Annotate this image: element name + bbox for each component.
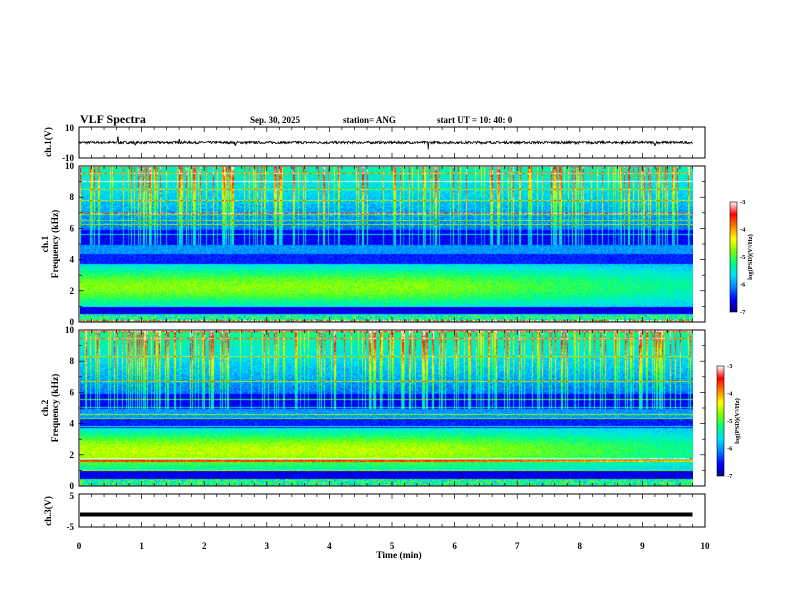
x-axis-tick-labels: 0 1 2 3 4 5 6 7 8 9 10	[77, 541, 710, 551]
x-tick-label-6: 6	[452, 541, 457, 551]
y-tick-label-8: 8	[70, 356, 75, 366]
ch1-waveform-ylabel: ch.1(V)	[43, 127, 54, 157]
ch1-colorbar	[729, 201, 738, 313]
ch2-spectrogram-ticks	[78, 330, 706, 486]
ch3-waveform-panel: 5 -5 ch.3(V)	[43, 491, 706, 532]
figure-title: VLF Spectra	[80, 112, 146, 126]
x-tick-label-9: 9	[640, 541, 645, 551]
ch3-waveform-trace	[80, 512, 693, 517]
y-tick-label-2: 2	[70, 450, 75, 460]
y-tick-label-4: 4	[70, 255, 75, 265]
colorbar-tick-label: -3	[727, 363, 733, 370]
ch2-colorbar	[716, 365, 725, 477]
x-tick-label-0: 0	[77, 541, 82, 551]
ch3-ytick-bottom: -5	[67, 522, 75, 532]
ch1-colorbar-label: log(PSD)(V²/Hz)	[747, 234, 754, 280]
ch1-spectrogram-ticks	[78, 166, 706, 322]
ch1-waveform-panel: 10 -10 ch.1(V)	[43, 123, 706, 163]
x-tick-label-4: 4	[327, 541, 332, 551]
ch1-spectrogram-ylabel-channel: ch.1	[41, 235, 51, 252]
ch2-spectrogram-yticks: 0 2 4 6 8 10	[65, 325, 705, 491]
colorbar-tick-label: -5	[740, 254, 746, 261]
y-tick-label-0: 0	[70, 317, 75, 327]
y-tick-label-10: 10	[65, 161, 75, 171]
ch2-spectrogram-ylabel-channel: ch.2	[41, 399, 51, 416]
colorbar-tick-label: -7	[727, 473, 733, 480]
ch1-ytick-bottom: -10	[62, 153, 74, 163]
colorbar-tick-label: -6	[727, 446, 733, 453]
colorbar-tick-label: -4	[727, 391, 733, 398]
ch2-spectrogram-ylabel-frequency: Frequency (kHz)	[50, 374, 61, 443]
y-tick-label-6: 6	[70, 387, 75, 397]
ch1-waveform-trace	[78, 136, 693, 150]
ch2-spectrogram-image	[80, 331, 693, 486]
ch1-waveform-ticks	[78, 127, 706, 158]
ch1-colorbar-ticks: -3 -4 -5 -6 -7	[740, 199, 746, 316]
y-tick-label-0: 0	[70, 481, 75, 491]
colorbar-tick-label: -6	[740, 282, 746, 289]
x-tick-label-10: 10	[701, 541, 711, 551]
start-time-label: start UT = 10: 40: 0	[437, 115, 513, 125]
ch2-colorbar-label: log(PSD)(V²/Hz)	[734, 398, 741, 444]
ch3-ytick-top: 5	[70, 491, 75, 501]
ch1-ytick-top: 10	[65, 123, 75, 133]
colorbar-tick-label: -4	[740, 227, 746, 234]
x-tick-label-7: 7	[515, 541, 520, 551]
x-tick-label-1: 1	[139, 541, 144, 551]
x-tick-label-5: 5	[390, 541, 395, 551]
colorbar-tick-label: -7	[740, 309, 746, 316]
ch1-spectrogram-image	[80, 167, 693, 322]
x-tick-label-8: 8	[578, 541, 583, 551]
date-label: Sep. 30, 2025	[250, 115, 301, 125]
station-label: station= ANG	[343, 115, 396, 125]
x-axis-label: Time (min)	[376, 550, 421, 561]
ch2-colorbar-ticks: -3 -4 -5 -6 -7	[727, 363, 733, 480]
ch3-waveform-ylabel: ch.3(V)	[43, 496, 54, 526]
colorbar-tick-label: -5	[727, 418, 733, 425]
x-tick-label-2: 2	[202, 541, 207, 551]
colorbar-tick-label: -3	[740, 199, 746, 206]
y-tick-label-4: 4	[70, 419, 75, 429]
y-tick-label-6: 6	[70, 223, 75, 233]
ch3-waveform-ticks	[78, 494, 706, 527]
y-tick-label-2: 2	[70, 286, 75, 296]
x-tick-label-3: 3	[265, 541, 270, 551]
ch1-spectrogram-ylabel-frequency: Frequency (kHz)	[50, 210, 61, 279]
y-tick-label-8: 8	[70, 192, 75, 202]
ch1-spectrogram-yticks: 0 2 4 6 8 10	[65, 161, 705, 327]
y-tick-label-10: 10	[65, 325, 75, 335]
